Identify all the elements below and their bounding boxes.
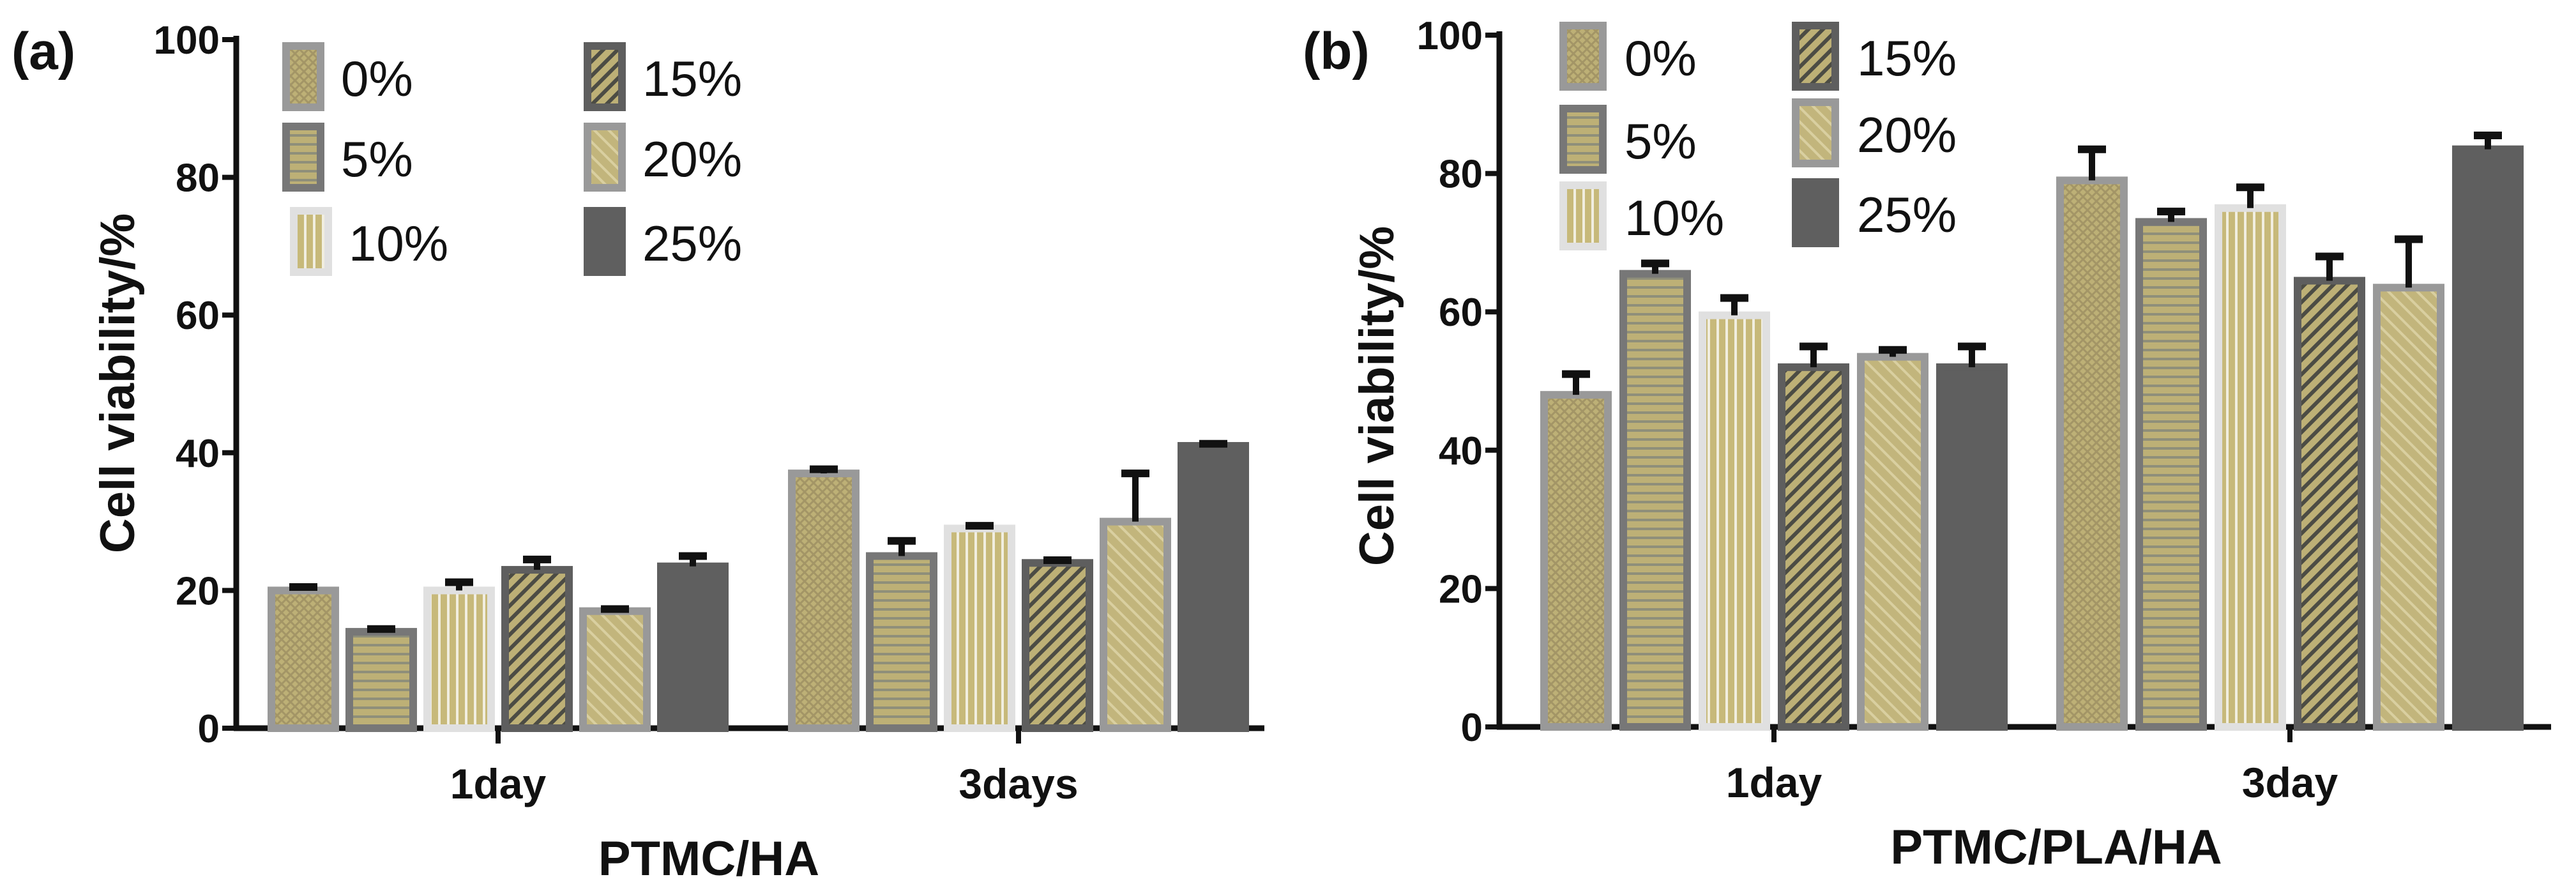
legend-label: 25% xyxy=(642,215,742,271)
bar xyxy=(866,552,937,732)
plot-area: 0 20 40 60 80 100 1day 3days xyxy=(154,19,1264,807)
y-axis-title: Cell viability/% xyxy=(91,213,145,553)
legend-swatch xyxy=(584,123,626,192)
x-category-label: 3day xyxy=(2242,759,2338,806)
bar xyxy=(423,586,495,733)
bar xyxy=(1936,363,2008,731)
legend-label: 5% xyxy=(341,131,413,187)
y-tick-label: 60 xyxy=(1439,291,1483,335)
y-tick-label: 60 xyxy=(176,294,220,338)
legend-label: 10% xyxy=(1625,190,1724,246)
bar xyxy=(501,566,573,732)
bar xyxy=(345,628,417,733)
legend: 0% 5% 10% 15% 20% 25% xyxy=(282,42,742,276)
y-tick-label: 40 xyxy=(1439,429,1483,473)
panel-a: (a) Cell viability/% PTMC/HA 0 20 40 60 80 10… xyxy=(11,19,1264,886)
bar xyxy=(268,586,339,733)
x-category-label: 3days xyxy=(958,760,1078,807)
bar xyxy=(1178,442,1249,733)
legend-label: 5% xyxy=(1625,113,1697,169)
legend-swatch xyxy=(282,42,324,111)
y-tick-label: 0 xyxy=(198,707,220,751)
plot-area: 0 20 40 60 80 100 1day 3day xyxy=(1417,14,2551,806)
legend-label: 20% xyxy=(1857,107,1957,163)
legend-swatch xyxy=(290,207,332,276)
bar xyxy=(2373,284,2444,731)
bar xyxy=(2294,277,2365,731)
panel-label: (b) xyxy=(1303,22,1370,80)
y-tick-label: 80 xyxy=(176,156,220,201)
y-tick-label: 20 xyxy=(1439,567,1483,611)
legend: 0% 5% 10% 15% 20% 25% xyxy=(1559,22,1957,250)
legend-label: 0% xyxy=(1625,30,1697,86)
bar xyxy=(2452,145,2524,731)
legend-label: 0% xyxy=(341,50,413,107)
bar xyxy=(944,524,1015,732)
panel-b: (b) Cell viability/% PTMC/PLA/HA 0 20 40 60… xyxy=(1303,14,2551,874)
legend-swatch xyxy=(1792,98,1839,167)
bar xyxy=(788,469,860,732)
bar xyxy=(2135,218,2207,731)
y-tick-label: 100 xyxy=(154,19,220,63)
bar xyxy=(1619,270,1691,731)
legend-swatch xyxy=(1559,22,1607,91)
x-category-label: 1day xyxy=(1726,759,1822,806)
legend-label: 25% xyxy=(1857,187,1957,243)
y-tick-label: 100 xyxy=(1417,14,1483,58)
y-tick-label: 40 xyxy=(176,432,220,476)
bar xyxy=(1022,559,1093,733)
y-tick-label: 0 xyxy=(1461,706,1483,750)
legend-swatch xyxy=(584,42,626,111)
legend-label: 15% xyxy=(1857,30,1957,86)
legend-swatch xyxy=(1792,22,1839,91)
bar xyxy=(1699,311,1770,731)
bar xyxy=(1100,517,1171,732)
legend-swatch xyxy=(1559,181,1607,250)
bar xyxy=(1857,353,1928,731)
legend-swatch xyxy=(1792,178,1839,247)
bar xyxy=(1778,363,1849,731)
panel-label: (a) xyxy=(11,22,75,80)
legend-swatch xyxy=(1559,105,1607,174)
x-category-label: 1day xyxy=(450,760,547,807)
bar xyxy=(657,562,729,732)
x-axis-title: PTMC/PLA/HA xyxy=(1890,820,2222,874)
y-tick-label: 80 xyxy=(1439,153,1483,197)
legend-label: 15% xyxy=(642,50,742,107)
bar xyxy=(2215,204,2286,731)
legend-label: 20% xyxy=(642,131,742,187)
x-axis-title: PTMC/HA xyxy=(598,832,819,886)
legend-label: 10% xyxy=(349,215,448,271)
legend-swatch xyxy=(584,207,626,276)
y-tick-label: 20 xyxy=(176,569,220,613)
bar xyxy=(2056,176,2128,731)
bar xyxy=(579,607,651,732)
bar xyxy=(1540,391,1612,731)
legend-swatch xyxy=(282,123,324,192)
y-axis-title: Cell viability/% xyxy=(1350,226,1404,566)
